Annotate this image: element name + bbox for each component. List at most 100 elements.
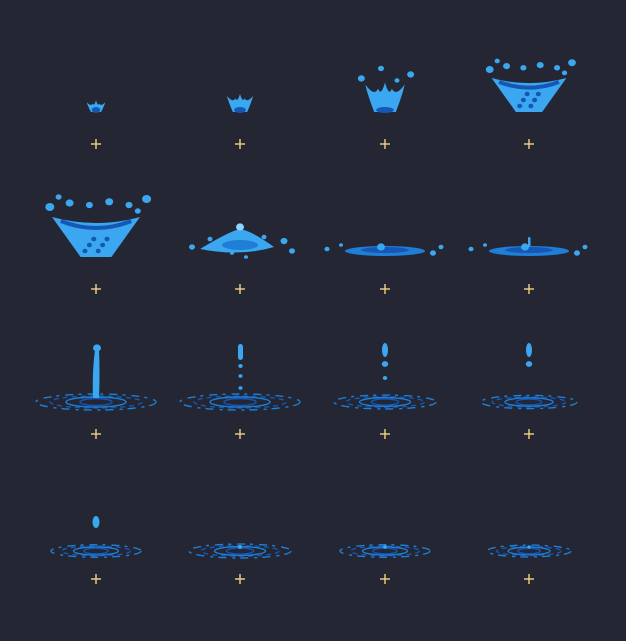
ripple-ring [504,397,554,407]
sprite-frame [23,344,169,496]
sprite-frame [167,344,313,496]
ripple-ring [179,393,301,411]
water-droplet [280,237,288,245]
water-droplet [438,244,444,250]
crosshair-plus-icon [524,574,534,584]
water-droplet [483,243,487,247]
crosshair-plus-icon [91,284,101,294]
water-droplet [382,376,388,380]
water-droplet [237,545,243,549]
water-droplet [289,248,295,254]
water-droplet [521,243,529,251]
water-droplet [357,75,365,82]
crown-base [91,107,101,113]
ripple-ring [349,545,421,557]
water-droplet [339,243,343,247]
splash-shape [333,343,437,410]
water-droplet [238,374,243,378]
water-droplet [65,199,74,207]
splash-shape [189,223,295,259]
sprite-sheet [23,58,602,584]
water-droplet [524,91,530,97]
frame-canvas [86,100,106,149]
ripple-ring [35,393,157,411]
sprite-frame [167,495,313,641]
splash-shape [468,237,588,256]
sprite-frame [23,194,169,351]
water-droplet [324,246,330,252]
water-droplet [100,242,106,248]
ripple-ring [358,396,412,408]
crosshair-plus-icon [524,284,534,294]
ripple-ring [517,547,541,555]
splash-shape [485,58,576,112]
frame-canvas [357,65,415,149]
sprite-frame [456,343,602,496]
crosshair-plus-icon [91,429,101,439]
water-droplet [86,242,92,248]
ripple-ring [515,398,543,406]
splash-shape [50,516,142,558]
water-droplet [520,97,526,103]
water-droplet [189,244,195,250]
water-droplet [574,250,580,256]
water-droplet [503,62,511,70]
crown-splash [86,100,106,112]
water-droplet [494,58,500,64]
crosshair-plus-icon [380,429,390,439]
water-droplet [104,236,110,242]
crosshair-plus-icon [91,574,101,584]
ripple-ring [372,547,398,555]
splash-shape [35,344,157,411]
water-droplet [45,202,55,212]
sprite-frame [456,205,602,351]
crosshair-plus-icon [235,284,245,294]
frame-canvas [324,243,444,294]
frame-canvas [480,343,578,439]
cone-inner-shade [60,219,132,230]
crown-base [376,107,394,113]
splash-shape [357,65,415,113]
frame-canvas [188,543,292,584]
crown-splash [365,82,405,112]
water-droplet [520,65,527,71]
sprite-frame [167,205,313,351]
frame-canvas [189,223,295,294]
water-jet [238,344,243,360]
water-droplet [532,97,538,103]
crown-splash [226,93,254,112]
frame-canvas [485,58,576,149]
splash-shape [486,544,572,558]
water-droplet [407,71,415,78]
ripple-ring [79,397,113,407]
sprite-frame [312,205,458,351]
water-droplet [535,91,541,97]
water-droplet [430,250,436,256]
water-droplet [91,236,97,242]
water-droplet [95,248,101,254]
splash-shape [226,93,254,113]
crosshair-plus-icon [235,574,245,584]
water-droplet [55,194,62,200]
crosshair-plus-icon [380,574,390,584]
water-droplet [230,251,234,255]
water-droplet [236,223,244,231]
water-droplet [244,255,248,259]
water-droplet [134,208,141,214]
water-droplet [554,65,561,71]
crown-base [234,107,246,113]
ripple-ring [60,545,132,557]
sprite-frame [23,495,169,641]
flat-pool-core [505,247,553,253]
water-droplet [582,244,588,250]
water-droplet [536,61,544,69]
frame-canvas [333,343,437,439]
crosshair-plus-icon [524,429,534,439]
sprite-frame [167,60,313,206]
water-jet [92,350,100,398]
crosshair-plus-icon [235,429,245,439]
water-droplet [528,103,534,109]
water-droplet [142,194,152,204]
splash-shape [339,544,431,558]
splash-shape [480,343,578,410]
